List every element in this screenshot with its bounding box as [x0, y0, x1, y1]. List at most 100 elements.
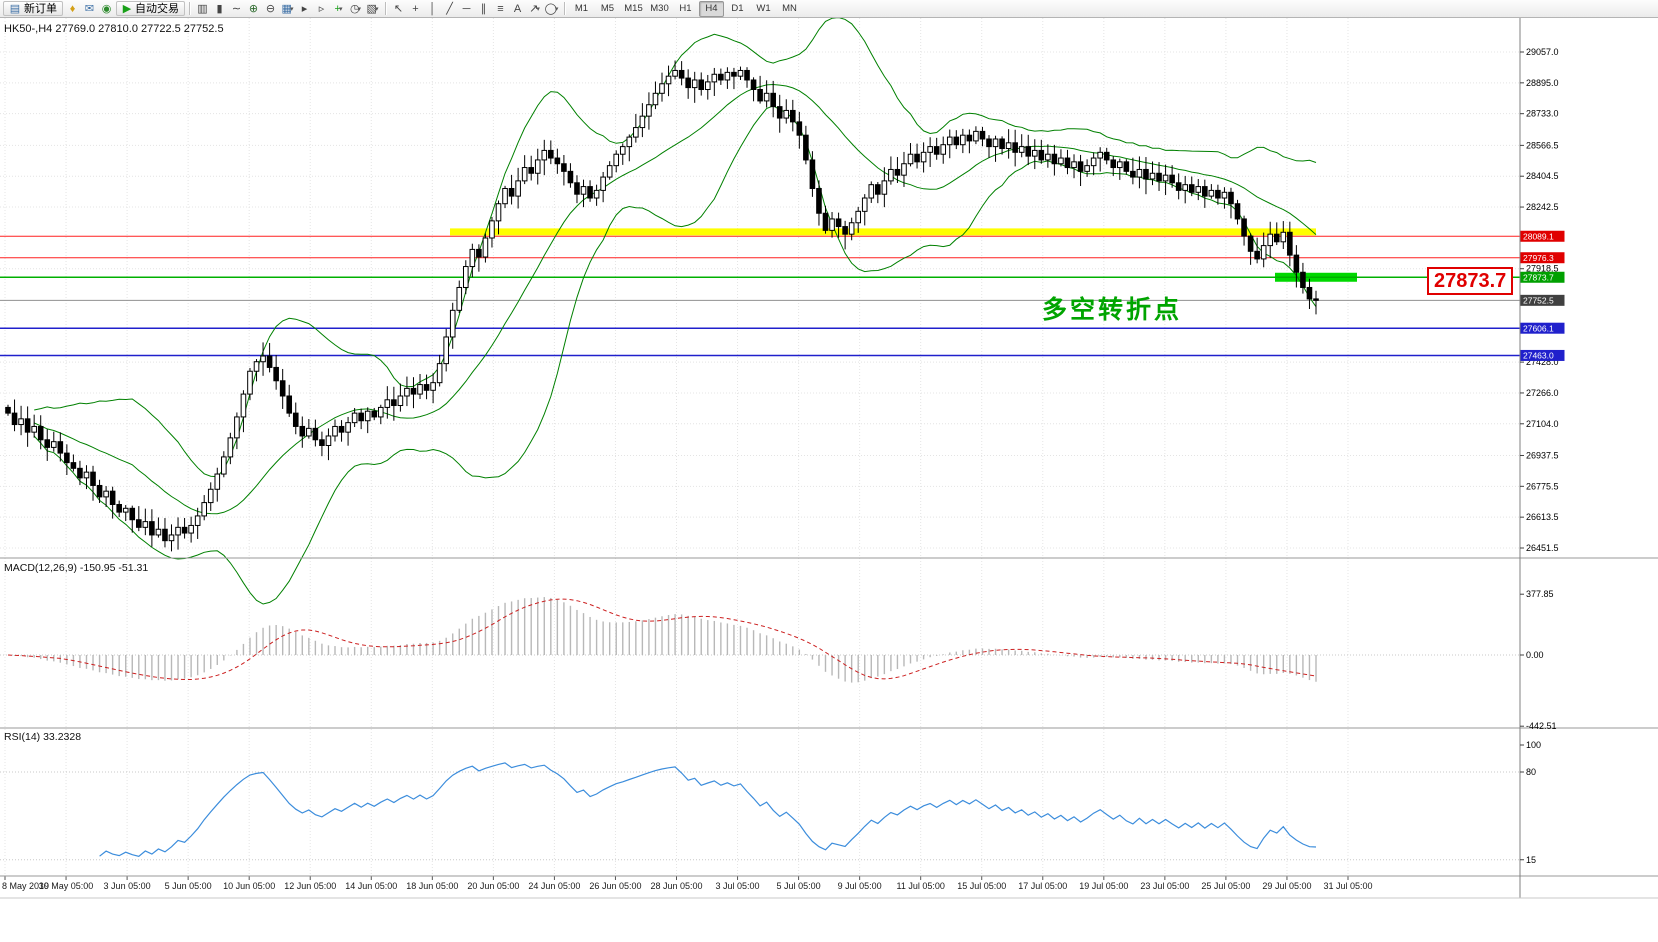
candle: [358, 412, 364, 422]
fibonacci-icon[interactable]: ≡: [497, 2, 504, 15]
candle: [803, 134, 809, 161]
time-label: 15 Jul 05:00: [957, 881, 1007, 891]
auto-trading-button[interactable]: ▶ 自动交易: [116, 1, 185, 16]
candle: [776, 106, 783, 119]
candle: [502, 187, 508, 205]
candle: [619, 146, 626, 155]
candle: [1123, 161, 1130, 172]
candle: [201, 502, 207, 517]
candle: [1012, 142, 1018, 153]
candle: [306, 427, 312, 437]
line-chart-icon[interactable]: ∼: [231, 3, 242, 15]
timeframe-m1[interactable]: M1: [574, 3, 589, 14]
candlestick-chart-icon[interactable]: ▮: [216, 3, 223, 15]
time-label: 23 Jul 05:00: [1140, 881, 1190, 891]
candle: [1117, 161, 1123, 169]
candle: [1005, 142, 1012, 150]
chart-canvas[interactable]: 29057.0 28895.0 28733.0 28566.5 28404.5 28242…: [0, 18, 1658, 942]
price-tag: [1520, 230, 1565, 242]
candle: [966, 134, 973, 142]
timeframe-m5[interactable]: M5: [600, 3, 615, 14]
svg-text:26451.5: 26451.5: [1526, 543, 1559, 553]
candle: [809, 159, 816, 189]
zoom-out-icon[interactable]: ⊖: [265, 3, 276, 15]
channel-icon[interactable]: ∥: [480, 3, 487, 15]
template-icon[interactable]: ▧ ▾: [366, 3, 379, 15]
candle: [214, 473, 221, 490]
timeframe-w1[interactable]: W1: [756, 3, 771, 14]
time-label: 30 May 05:00: [38, 881, 94, 891]
horizontal-line-icon[interactable]: ─: [462, 2, 471, 15]
candle: [1045, 153, 1051, 161]
candle: [600, 176, 606, 191]
yellow-resistance-zone[interactable]: [450, 228, 1316, 236]
candle: [1260, 245, 1267, 260]
svg-text:28733.0: 28733.0: [1526, 109, 1559, 119]
period-icon[interactable]: ◷ ▾: [349, 3, 362, 15]
alerts-icon[interactable]: ♦: [69, 2, 76, 15]
candle: [633, 127, 639, 138]
candle: [757, 89, 763, 102]
chevron-down-icon: ▾: [357, 5, 362, 13]
vertical-line-icon[interactable]: │: [429, 2, 436, 15]
timeframe-d1[interactable]: D1: [731, 3, 744, 14]
candle: [1247, 235, 1254, 252]
time-label: 5 Jul 05:00: [776, 881, 821, 891]
candle: [1228, 191, 1234, 205]
candle: [1143, 168, 1149, 180]
svg-text:28089.1: 28089.1: [1523, 232, 1554, 242]
svg-text:29057.0: 29057.0: [1526, 47, 1559, 57]
add-indicator-icon[interactable]: + ▾: [334, 2, 343, 15]
candle: [933, 146, 940, 155]
auto-scroll-icon[interactable]: ▸: [301, 3, 308, 15]
time-label: 19 Jul 05:00: [1079, 881, 1129, 891]
text-label-icon[interactable]: A: [513, 2, 522, 15]
svg-text:27976.3: 27976.3: [1523, 253, 1554, 263]
tile-windows-icon[interactable]: ▦ ▾: [281, 3, 294, 15]
timeframe-h4[interactable]: H4: [699, 0, 724, 17]
candle: [1267, 233, 1274, 247]
svg-text:0.00: 0.00: [1526, 650, 1544, 660]
svg-text:28566.5: 28566.5: [1526, 140, 1559, 150]
candle: [992, 138, 999, 148]
candle: [920, 151, 927, 163]
new-order-button[interactable]: ▤ 新订单: [3, 1, 63, 16]
candle: [149, 521, 155, 536]
trendline-icon[interactable]: ╱: [446, 3, 453, 15]
price-callout: 27873.7: [1427, 267, 1514, 295]
candle: [829, 218, 835, 231]
arrows-icon[interactable]: ↗ ▾: [529, 3, 540, 15]
timeframe-h1[interactable]: H1: [679, 3, 692, 14]
candle: [136, 519, 142, 528]
shapes-icon[interactable]: ◯ ▾: [544, 3, 559, 15]
svg-text:100: 100: [1526, 740, 1541, 750]
candle: [1071, 161, 1077, 169]
chevron-down-icon: ▾: [289, 5, 294, 13]
timeframe-mn[interactable]: MN: [782, 3, 797, 14]
candle: [665, 75, 672, 85]
cursor-icon[interactable]: ↖: [393, 3, 404, 15]
candle: [1175, 182, 1182, 191]
crosshair-icon[interactable]: +: [412, 2, 419, 15]
candle: [1149, 172, 1156, 180]
toolbar: ▤ 新订单 ♦ ✉ ◉ ▶ 自动交易 ▥ ▮ ∼ ⊕ ⊖ ▦ ▾ ▸ ▹ + ▾ ◷ ▾ ▧ ▾ ↖ + │ ╱ ─ ∥ ≡…: [0, 0, 1658, 18]
candle: [999, 138, 1005, 150]
chevron-down-icon: ▾: [338, 5, 343, 13]
candle: [678, 69, 685, 79]
candle: [835, 218, 842, 228]
zoom-in-icon[interactable]: ⊕: [248, 3, 259, 15]
candle: [763, 92, 770, 102]
chart-shift-icon[interactable]: ▹: [318, 3, 325, 15]
candle: [423, 384, 430, 391]
mailbox-icon[interactable]: ✉: [84, 2, 95, 15]
timeframe-m30[interactable]: M30: [650, 3, 669, 14]
timeframe-m15[interactable]: M15: [624, 3, 643, 14]
candle: [11, 412, 18, 426]
candle: [816, 187, 822, 214]
news-icon[interactable]: ◉: [101, 2, 112, 15]
chevron-down-icon: ▾: [374, 5, 379, 13]
candle: [1110, 159, 1117, 169]
candle: [554, 157, 561, 165]
bar-chart-icon[interactable]: ▥: [197, 3, 208, 15]
